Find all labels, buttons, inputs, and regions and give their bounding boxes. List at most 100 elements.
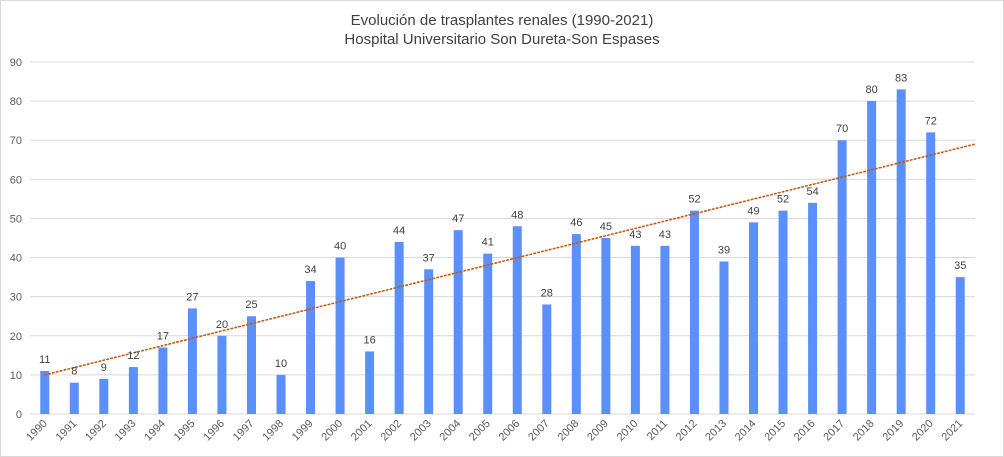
x-tick-label: 1990 xyxy=(24,418,50,444)
bar xyxy=(365,351,375,414)
data-label: 16 xyxy=(363,334,375,346)
data-label: 43 xyxy=(659,229,671,241)
data-label: 25 xyxy=(245,299,257,311)
bar xyxy=(660,245,670,414)
bar xyxy=(217,335,227,414)
bar xyxy=(158,347,168,414)
x-tick-label: 1995 xyxy=(172,418,198,444)
y-tick-label: 30 xyxy=(10,292,22,304)
bar xyxy=(837,140,847,414)
data-label: 35 xyxy=(954,260,966,272)
data-label: 54 xyxy=(806,186,818,198)
trendline xyxy=(43,143,976,376)
data-label: 49 xyxy=(747,205,759,217)
x-tick-label: 1998 xyxy=(260,418,286,444)
data-label: 39 xyxy=(718,244,730,256)
bar xyxy=(453,230,463,414)
y-tick-label: 80 xyxy=(10,96,22,108)
bar xyxy=(778,210,788,414)
x-tick-label: 2014 xyxy=(733,418,759,444)
data-label: 52 xyxy=(688,194,700,206)
data-label: 8 xyxy=(71,366,77,378)
y-tick-label: 40 xyxy=(10,253,22,265)
y-tick-label: 90 xyxy=(10,57,22,69)
bar xyxy=(187,308,197,414)
bar xyxy=(955,277,965,414)
x-tick-label: 1996 xyxy=(201,418,227,444)
x-tick-label: 2005 xyxy=(467,418,493,444)
x-tick-label: 2019 xyxy=(880,418,906,444)
data-label: 46 xyxy=(570,217,582,229)
bar xyxy=(719,261,729,414)
x-tick-label: 1992 xyxy=(83,418,109,444)
data-label: 10 xyxy=(275,358,287,370)
x-tick-label: 2000 xyxy=(319,418,345,444)
bar xyxy=(335,257,345,414)
bar xyxy=(896,89,906,414)
bar xyxy=(542,304,552,414)
bar xyxy=(128,367,138,414)
x-tick-label: 1999 xyxy=(290,418,316,444)
bar xyxy=(808,202,818,414)
data-label: 83 xyxy=(895,72,907,84)
data-label: 70 xyxy=(836,123,848,135)
data-label: 40 xyxy=(334,241,346,253)
x-tick-label: 2015 xyxy=(762,418,788,444)
x-tick-label: 1993 xyxy=(113,418,139,444)
y-tick-label: 10 xyxy=(10,370,22,382)
bar xyxy=(69,382,79,414)
y-tick-label: 20 xyxy=(10,331,22,343)
bar xyxy=(483,253,493,414)
bar xyxy=(867,101,877,414)
x-tick-label: 1997 xyxy=(231,418,257,444)
data-label: 72 xyxy=(925,115,937,127)
x-tick-label: 2009 xyxy=(585,418,611,444)
data-label: 45 xyxy=(600,221,612,233)
x-tick-label: 2004 xyxy=(438,418,464,444)
bar xyxy=(306,281,316,414)
data-label: 34 xyxy=(304,264,316,276)
y-tick-label: 0 xyxy=(16,409,22,421)
x-tick-label: 2008 xyxy=(556,418,582,444)
y-tick-label: 70 xyxy=(10,135,22,147)
x-tick-label: 2021 xyxy=(940,418,966,444)
y-tick-label: 60 xyxy=(10,174,22,186)
data-label: 48 xyxy=(511,209,523,221)
data-label: 47 xyxy=(452,213,464,225)
bar xyxy=(276,374,286,414)
data-label: 37 xyxy=(423,252,435,264)
data-label: 43 xyxy=(629,229,641,241)
data-label: 52 xyxy=(777,194,789,206)
data-label: 41 xyxy=(482,237,494,249)
y-tick-label: 50 xyxy=(10,213,22,225)
bar xyxy=(601,238,611,414)
bar xyxy=(424,269,434,414)
x-tick-label: 2017 xyxy=(821,418,847,444)
data-label: 9 xyxy=(101,362,107,374)
x-tick-label: 2013 xyxy=(703,418,729,444)
data-label: 20 xyxy=(216,319,228,331)
x-tick-label: 2001 xyxy=(349,418,375,444)
x-tick-label: 1991 xyxy=(54,418,80,444)
x-tick-label: 1994 xyxy=(142,418,168,444)
bar xyxy=(571,234,581,414)
x-tick-label: 2011 xyxy=(645,418,670,443)
x-tick-label: 2012 xyxy=(674,418,700,444)
data-label: 27 xyxy=(186,291,198,303)
x-tick-label: 2006 xyxy=(497,418,523,444)
bar xyxy=(99,378,109,414)
data-label: 12 xyxy=(127,350,139,362)
x-tick-label: 2020 xyxy=(910,418,936,444)
data-label: 44 xyxy=(393,225,405,237)
bar xyxy=(512,226,522,414)
chart-title: Evolución de trasplantes renales (1990-2… xyxy=(351,12,654,29)
bar xyxy=(749,222,759,414)
x-tick-label: 2007 xyxy=(526,418,552,444)
chart-subtitle: Hospital Universitario Son Dureta-Son Es… xyxy=(344,31,659,48)
bar xyxy=(689,210,699,414)
bar xyxy=(630,245,640,414)
data-label: 80 xyxy=(866,84,878,96)
bar xyxy=(394,241,404,414)
